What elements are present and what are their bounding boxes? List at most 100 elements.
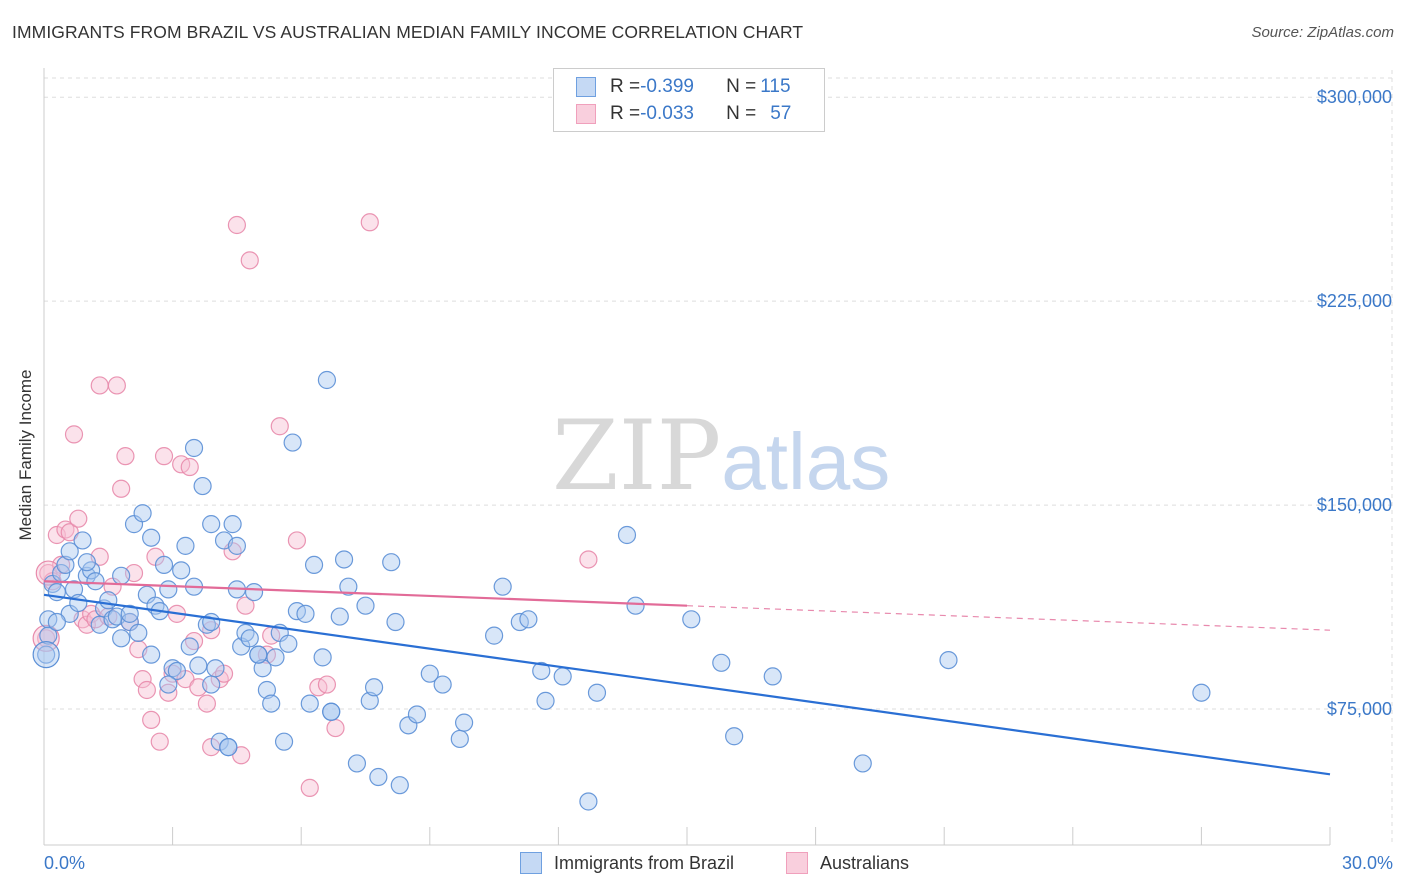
brazil-point [853,754,872,773]
brazil-point [249,645,268,664]
brazil-point [210,732,229,751]
brazil-point [202,515,221,534]
brazil-point [244,583,264,602]
brazil-point [73,531,92,550]
brazil-point [279,634,298,653]
brazil-point [47,612,66,632]
trend-lines [43,580,1331,776]
brazil-point [330,607,349,626]
australians-point [240,251,259,270]
australians-point [90,376,109,395]
australians-point [137,680,156,700]
brazil-point [763,667,782,686]
brazil-point [112,566,131,585]
australians-point [150,732,169,751]
brazil-point [360,691,379,710]
australians-point [64,425,84,444]
legend-n-label: N = [726,76,757,97]
brazil-point [420,664,439,683]
brazil-point [159,580,178,599]
australians-trend-line [43,580,688,607]
tick-labels: $75,000 $150,000 $225,000 $300,000 0.0% 30.0% [44,87,1393,873]
brazil-point [339,577,358,596]
brazil-point [64,580,84,599]
brazil-point [202,675,221,694]
legend-r-label: R = [610,76,641,97]
australians-point [232,746,251,765]
brazil-point [82,561,101,580]
y-tick-label: $75,000 [1327,699,1392,719]
australians-point [133,670,152,689]
brazil-point [1192,683,1211,702]
brazil-point [257,680,277,700]
y-tick-label: $300,000 [1317,87,1392,107]
brazil-point [206,659,225,678]
australians-point [326,718,345,738]
brazil-point [617,525,637,545]
brazil-point [112,629,131,648]
brazil-trend-line [43,593,1331,776]
brazil-point [99,591,118,610]
brazil-point [300,694,319,713]
legend-r-value: -0.399 [640,76,694,97]
brazil-points [32,370,1211,811]
brazil-point [240,629,259,648]
australians-point [69,509,88,528]
brazil-point [626,596,645,615]
brazil-point [129,623,148,642]
australians-point [197,694,216,713]
australians-point [270,417,289,436]
legend-swatch-australians [576,104,596,124]
brazil-point [296,604,315,623]
brazil-point [369,767,388,787]
brazil-point [189,656,208,675]
brazil-point [356,596,375,615]
brazil-point [725,727,744,746]
australians-point [236,596,255,615]
australians-point-large [35,560,61,586]
brazil-point [274,732,294,751]
brazil-point [334,550,354,569]
brazil-point [184,438,204,458]
brazil-point [485,626,504,645]
legend-r-value: -0.033 [640,103,694,124]
brazil-point [86,572,105,591]
brazil-point [304,555,324,575]
bottom-legend-brazil: Immigrants from Brazil [520,852,734,874]
brazil-point [493,577,512,596]
legend-n-label: N = [726,103,757,124]
brazil-point [219,738,238,757]
legend-n-value: 57 [770,103,792,124]
brazil-point [202,612,221,632]
brazil-point [159,675,178,694]
brazil-point [712,653,731,672]
bottom-legend-label-australians: Australians [820,852,910,873]
brazil-point [407,705,427,724]
legend-row-brazil: R = -0.399 N = 115 [576,74,791,100]
brazil-point [322,702,341,721]
brazil-point [133,504,152,523]
y-tick-label: $150,000 [1317,495,1392,515]
australians-points [32,213,598,797]
brazil-point [450,729,469,749]
brazil-point [77,553,96,572]
brazil-point [172,561,191,580]
y-tick-label: $225,000 [1317,291,1392,311]
brazil-point [253,659,272,678]
legend-swatch-brazil [576,77,596,97]
brazil-point [262,694,281,713]
brazil-point [317,370,337,390]
brazil-point [142,528,161,547]
brazil-point [313,648,332,667]
brazil-point [939,650,958,670]
bottom-legend-label-brazil: Immigrants from Brazil [554,852,735,873]
australians-point [107,376,126,395]
brazil-point [227,536,246,555]
australians-point [317,675,337,694]
legend-n-value: 115 [760,76,791,97]
correlation-legend: R = -0.399 N = 115 R = -0.033 N = 57 [553,68,825,132]
x-tick-label: 0.0% [44,853,85,873]
watermark-zip: ZIP [552,400,722,512]
australians-point [227,215,246,235]
